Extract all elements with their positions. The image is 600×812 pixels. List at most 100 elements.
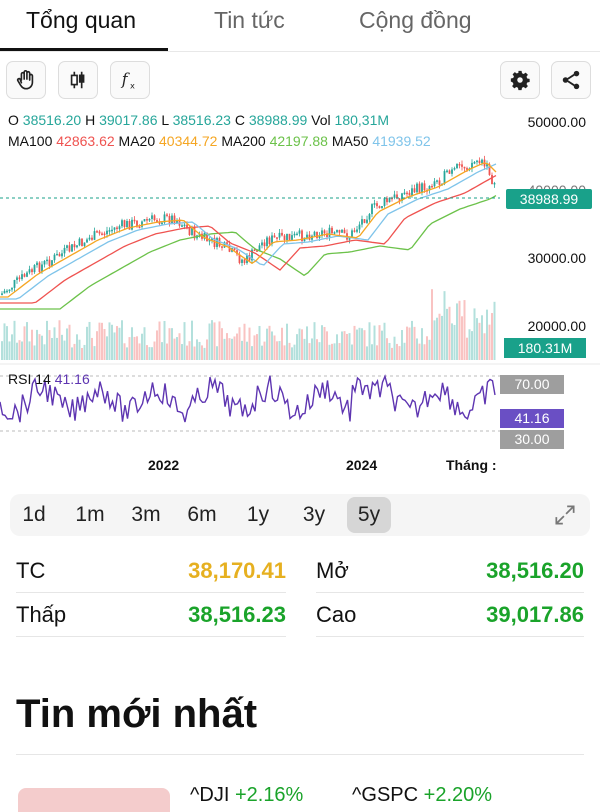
- range-1m[interactable]: 1m: [75, 503, 105, 526]
- candle-body: [43, 260, 46, 265]
- candle-body: [256, 250, 258, 252]
- range-6m[interactable]: 6m: [187, 503, 217, 526]
- range-1d[interactable]: 1d: [22, 503, 46, 526]
- candle-body: [393, 194, 396, 198]
- volume-bar: [213, 322, 216, 360]
- share-icon: [560, 69, 582, 91]
- candle-body: [58, 253, 61, 257]
- volume-bar: [51, 337, 53, 360]
- volume-bar: [266, 328, 268, 360]
- x-tick-2022: 2022: [148, 457, 180, 473]
- volume-bar: [83, 344, 86, 360]
- candle-body: [463, 166, 466, 169]
- candle-body: [461, 164, 463, 167]
- candle-body: [56, 253, 58, 256]
- reference-price-label: TC: [16, 558, 46, 583]
- volume-bar: [398, 346, 401, 360]
- candle-body: [33, 265, 36, 273]
- volume-bar: [298, 328, 301, 360]
- volume-bar: [143, 327, 146, 360]
- reference-price-value: 38,170.41: [188, 558, 286, 583]
- candle-body: [351, 230, 353, 238]
- candle-body: [476, 160, 478, 163]
- candle-body: [133, 219, 136, 222]
- settings-button[interactable]: [500, 61, 540, 99]
- candle-body: [278, 232, 281, 238]
- price-chart[interactable]: [0, 104, 600, 484]
- candle-body: [28, 269, 31, 273]
- candle-body: [203, 232, 206, 239]
- candle-body: [258, 245, 261, 252]
- range-5y[interactable]: 5y: [347, 497, 391, 533]
- tab-community[interactable]: Cộng đồng: [359, 7, 472, 33]
- candle-body: [373, 203, 376, 205]
- volume-bar: [38, 334, 41, 360]
- hand-tool-button[interactable]: [6, 61, 46, 99]
- range-3y[interactable]: 3y: [302, 503, 326, 526]
- volume-bar: [328, 344, 331, 360]
- volume-bar: [463, 300, 466, 360]
- tab-bar: Tổng quan Tin tức Cộng đồng: [0, 0, 600, 52]
- candle-body: [446, 170, 448, 173]
- volume-bar: [56, 337, 58, 360]
- candle-body: [246, 255, 248, 264]
- volume-bar: [113, 332, 116, 360]
- tab-overview[interactable]: Tổng quan: [26, 7, 136, 33]
- news-thumbnail[interactable]: [18, 788, 170, 812]
- candle-body: [186, 224, 188, 228]
- tab-news[interactable]: Tin tức: [214, 7, 285, 33]
- volume-bar: [421, 328, 423, 360]
- candle-body: [253, 249, 256, 252]
- candle-body: [163, 214, 166, 223]
- candle-body: [478, 160, 481, 164]
- volume-bar: [368, 322, 371, 360]
- candle-body: [353, 230, 356, 232]
- candle-body: [131, 219, 133, 230]
- chart-type-button[interactable]: [58, 61, 98, 99]
- close-label: C: [234, 112, 245, 128]
- candle-body: [473, 162, 476, 164]
- candle-body: [326, 233, 328, 237]
- volume-bar: [301, 329, 303, 360]
- candle-body: [106, 230, 108, 235]
- share-button[interactable]: [551, 61, 591, 99]
- candle-body: [413, 188, 416, 193]
- volume-bar: [428, 339, 431, 360]
- open-price-label: Mở: [316, 558, 349, 583]
- volume-bar: [353, 325, 356, 360]
- gear-icon: [509, 69, 531, 91]
- volume-bar: [203, 347, 206, 360]
- volume-bar: [386, 338, 388, 360]
- candle-body: [288, 233, 291, 240]
- volume-bar: [261, 345, 263, 360]
- news-ticker-gspc[interactable]: ^GSPC +2.20%: [352, 784, 492, 807]
- candle-body: [138, 226, 141, 229]
- candle-body: [18, 277, 21, 280]
- volume-bar: [238, 327, 241, 360]
- volume-bar: [46, 320, 48, 360]
- candle-body: [116, 227, 118, 230]
- volume-bar: [373, 325, 376, 360]
- range-3m[interactable]: 3m: [131, 503, 161, 526]
- volume-bar: [426, 336, 428, 360]
- candle-body: [68, 245, 71, 252]
- volume-bar: [358, 327, 361, 360]
- volume-bar: [31, 329, 33, 360]
- candle-body: [451, 169, 453, 174]
- volume-bar: [271, 331, 273, 360]
- volume-bar: [153, 341, 156, 360]
- volume-bar: [408, 327, 411, 360]
- ma200-label: MA200: [221, 133, 266, 149]
- candle-body: [38, 262, 41, 273]
- news-ticker-dji[interactable]: ^DJI +2.16%: [190, 784, 303, 807]
- candle-body: [363, 219, 366, 223]
- candle-body: [223, 242, 226, 248]
- range-1y[interactable]: 1y: [246, 503, 270, 526]
- volume-tag: 180.31M: [504, 338, 586, 358]
- candle-body: [493, 182, 496, 185]
- fullscreen-button[interactable]: [552, 502, 578, 533]
- candle-body: [391, 197, 393, 200]
- x-tick-2024: 2024: [346, 457, 378, 473]
- volume-bar: [33, 345, 36, 360]
